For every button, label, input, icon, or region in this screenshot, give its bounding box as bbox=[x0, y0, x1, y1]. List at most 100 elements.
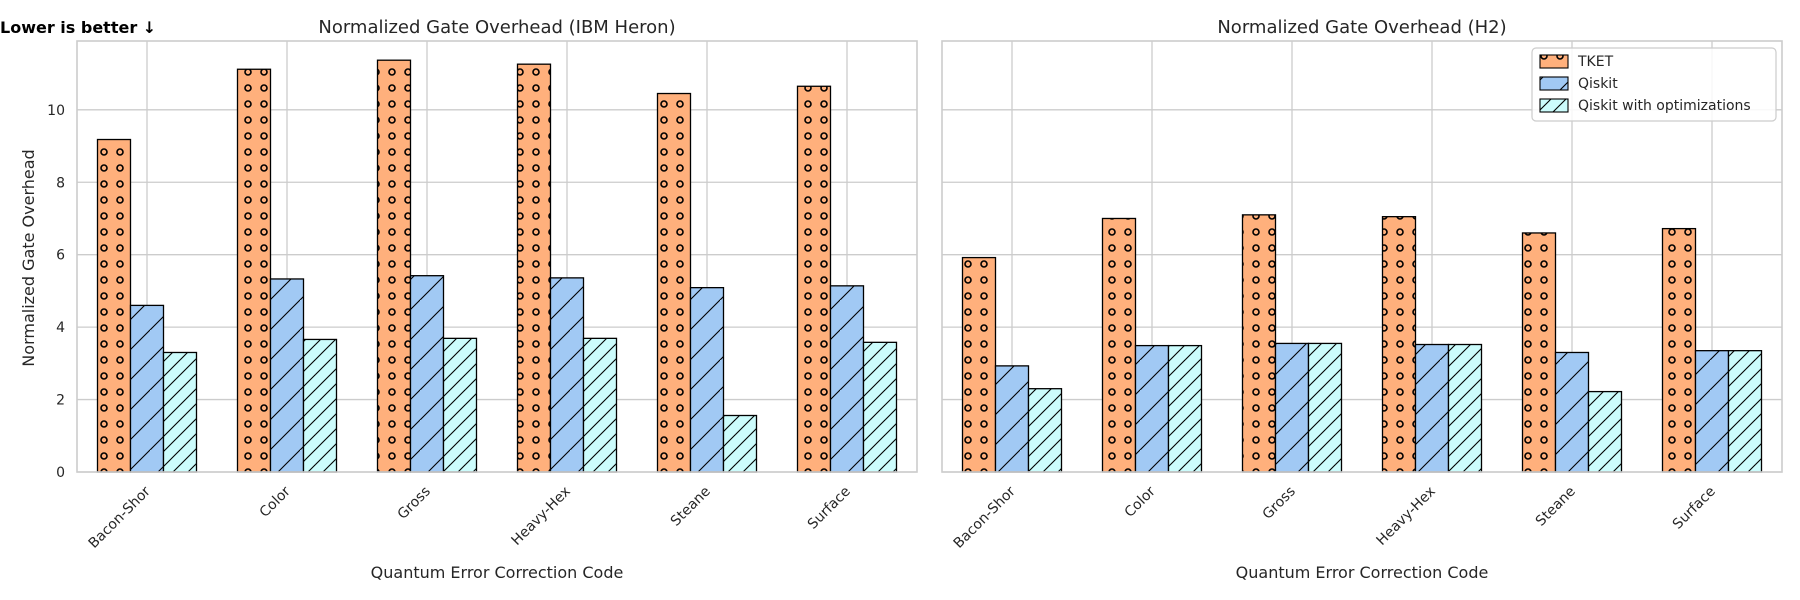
bar-hatch bbox=[237, 69, 271, 472]
bar-hatch bbox=[1695, 350, 1729, 472]
bar-tket-color bbox=[236, 68, 272, 473]
bar-qiskit-with-optimizations-heavy-hex bbox=[1447, 343, 1483, 473]
bar-tket-bacon-shor bbox=[961, 256, 997, 473]
bar-tket-heavy-hex bbox=[516, 63, 552, 473]
bar-hatch bbox=[1308, 343, 1342, 472]
x-tick-label-surface: Surface bbox=[805, 484, 854, 533]
legend-label: Qiskit bbox=[1578, 76, 1618, 92]
bar-tket-bacon-shor bbox=[96, 138, 132, 473]
bar-tket-surface bbox=[796, 85, 832, 473]
y-tick-label: 8 bbox=[56, 175, 65, 191]
y-tick-label: 2 bbox=[56, 393, 65, 409]
bar-qiskit-surface bbox=[1694, 350, 1730, 473]
bar-qiskit-gross bbox=[409, 275, 445, 473]
bar-qiskit-steane bbox=[689, 286, 725, 473]
bar-hatch bbox=[1028, 388, 1062, 472]
bar-qiskit-steane bbox=[1554, 351, 1590, 473]
bar-hatch bbox=[163, 352, 197, 472]
legend-label: TKET bbox=[1577, 54, 1614, 70]
x-tick-label-heavy-hex: Heavy-Hex bbox=[1374, 484, 1439, 549]
bar-qiskit-with-optimizations-steane bbox=[1587, 390, 1623, 473]
bar-qiskit-with-optimizations-gross bbox=[442, 337, 478, 473]
bar-hatch bbox=[995, 365, 1029, 472]
legend-item-qiskit-with-optimizations: Qiskit with optimizations bbox=[1539, 98, 1751, 114]
legend-swatch-hatch bbox=[1540, 55, 1568, 68]
bar-qiskit-with-optimizations-bacon-shor bbox=[162, 351, 198, 473]
bar-hatch bbox=[1522, 232, 1556, 472]
bar-qiskit-surface bbox=[829, 285, 865, 473]
panel-h2-xlabel: Quantum Error Correction Code bbox=[1236, 563, 1489, 582]
y-tick-label: 6 bbox=[56, 248, 65, 264]
bar-tket-steane bbox=[1521, 232, 1557, 473]
panel-h2-title: Normalized Gate Overhead (H2) bbox=[1217, 17, 1506, 38]
bar-hatch bbox=[550, 277, 584, 472]
x-tick-label-color: Color bbox=[257, 483, 294, 520]
bar-hatch bbox=[1382, 216, 1416, 472]
legend-box bbox=[1531, 47, 1777, 122]
bar-hatch bbox=[303, 339, 337, 472]
y-tick-label: 4 bbox=[56, 320, 65, 336]
panel-h2: Normalized Gate Overhead (H2) Quantum Er… bbox=[941, 17, 1783, 582]
legend-label: Qiskit with optimizations bbox=[1578, 98, 1751, 114]
y-tick-label: 0 bbox=[56, 465, 65, 481]
bar-hatch bbox=[657, 93, 691, 472]
bar-qiskit-with-optimizations-surface bbox=[1727, 350, 1763, 473]
bar-qiskit-color bbox=[269, 278, 305, 473]
bar-hatch bbox=[377, 60, 411, 472]
bar-tket-surface bbox=[1661, 227, 1697, 473]
bar-hatch bbox=[130, 305, 164, 472]
x-tick-label-bacon-shor: Bacon-Shor bbox=[86, 483, 154, 551]
bar-qiskit-gross bbox=[1274, 342, 1310, 473]
bar-qiskit-bacon-shor bbox=[994, 365, 1030, 473]
x-tick-label-gross: Gross bbox=[395, 484, 434, 523]
bar-tket-color bbox=[1101, 217, 1137, 473]
panel-ibm-heron-xlabel: Quantum Error Correction Code bbox=[371, 563, 624, 582]
panel-ibm-heron-title: Normalized Gate Overhead (IBM Heron) bbox=[318, 17, 675, 38]
legend-swatch-hatch bbox=[1540, 99, 1568, 112]
bar-tket-steane bbox=[656, 92, 692, 473]
legend: TKET Qiskit Qiskit with optimizations bbox=[1531, 47, 1777, 122]
bar-hatch bbox=[1588, 391, 1622, 472]
legend-item-qiskit: Qiskit bbox=[1539, 76, 1618, 92]
bar-hatch bbox=[962, 257, 996, 472]
bar-hatch bbox=[830, 285, 864, 472]
bar-hatch bbox=[270, 278, 304, 472]
legend-swatch-outline bbox=[1539, 76, 1569, 91]
bar-hatch bbox=[1102, 218, 1136, 472]
bar-hatch bbox=[1555, 352, 1589, 472]
bar-hatch bbox=[1448, 344, 1482, 472]
bar-hatch bbox=[1168, 345, 1202, 472]
bar-qiskit-with-optimizations-color bbox=[302, 338, 338, 473]
bar-qiskit-with-optimizations-surface bbox=[862, 341, 898, 473]
x-tick-label-color: Color bbox=[1122, 483, 1159, 520]
bar-qiskit-heavy-hex bbox=[1414, 343, 1450, 473]
gridlines bbox=[77, 41, 917, 473]
bar-hatch bbox=[410, 275, 444, 472]
bar-hatch bbox=[1415, 344, 1449, 472]
bar-qiskit-with-optimizations-steane bbox=[722, 414, 758, 473]
bar-qiskit-heavy-hex bbox=[549, 277, 585, 473]
legend-item-tket: TKET bbox=[1539, 54, 1614, 70]
x-tick-label-surface: Surface bbox=[1670, 484, 1719, 533]
bar-tket-gross bbox=[376, 59, 412, 473]
bar-hatch bbox=[517, 64, 551, 472]
bar-tket-heavy-hex bbox=[1381, 216, 1417, 473]
bar-qiskit-color bbox=[1134, 344, 1170, 473]
bar-hatch bbox=[97, 139, 131, 472]
bar-hatch bbox=[690, 287, 724, 472]
bar-hatch bbox=[443, 338, 477, 472]
panel-ibm-heron: Normalized Gate Overhead (IBM Heron) Qua… bbox=[19, 17, 918, 582]
x-tick-label-heavy-hex: Heavy-Hex bbox=[509, 484, 574, 549]
lower-is-better-note: Lower is better ↓ bbox=[0, 18, 156, 37]
legend-swatch-outline bbox=[1539, 54, 1569, 69]
bar-hatch bbox=[863, 342, 897, 472]
x-tick-label-steane: Steane bbox=[668, 484, 714, 530]
bar-qiskit-with-optimizations-gross bbox=[1307, 342, 1343, 473]
y-tick-label: 10 bbox=[47, 103, 65, 119]
bar-hatch bbox=[1662, 228, 1696, 472]
x-tick-label-gross: Gross bbox=[1260, 484, 1299, 523]
legend-swatch-outline bbox=[1539, 98, 1569, 113]
bar-qiskit-with-optimizations-heavy-hex bbox=[582, 337, 618, 473]
bar-qiskit-with-optimizations-bacon-shor bbox=[1027, 388, 1063, 473]
